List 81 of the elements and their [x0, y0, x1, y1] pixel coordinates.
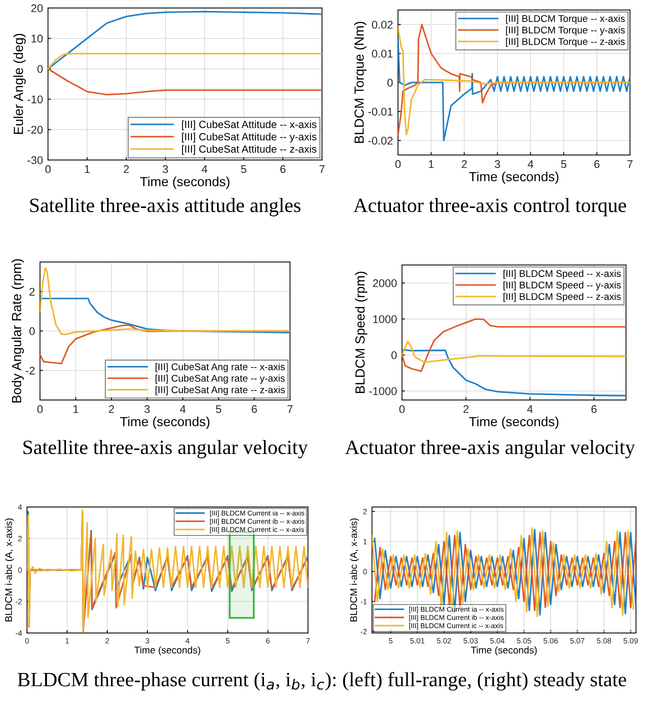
legend-label: [III] BLDCM Speed -- z-axis — [504, 292, 621, 302]
line-series — [48, 68, 322, 96]
y-tick-label: 0 — [391, 351, 397, 360]
x-tick-label: 5 — [561, 160, 566, 168]
x-tick-label: 2 — [462, 160, 467, 168]
line-series — [402, 348, 626, 396]
x-axis-title: Time (seconds) — [134, 646, 200, 656]
line-series — [40, 267, 290, 336]
y-tick-label: 0.01 — [372, 50, 393, 58]
x-tick-label: 0 — [45, 165, 51, 174]
x-tick-label: 4 — [180, 405, 186, 413]
y-tick-label: -2 — [26, 366, 35, 374]
text: BLDCM three-phase current (i$_{a}$, i$_{b}$, i$_{c}$): (left) full-range, (right) steady state — [18, 672, 626, 691]
y-tick-label: -20 — [28, 126, 43, 134]
y-axis-title: Euler Angle (deg) — [13, 34, 26, 134]
text: Satellite three-axis angular velocity — [23, 440, 308, 458]
legend-label: [III] BLDCM Torque -- y-axis — [506, 26, 625, 36]
legend-label: [III] CubeSat Attitude -- z-axis — [182, 145, 316, 155]
line-series — [48, 10, 322, 70]
x-tick-label: 6 — [252, 405, 257, 414]
line-series — [48, 52, 322, 70]
y-tick-label: -1000 — [369, 387, 397, 396]
y-axis-title: BLDCM i-abc (A, x-axis) — [4, 518, 14, 622]
x-tick-label: 5 — [241, 165, 246, 174]
text: Actuator three-axis angular velocity — [345, 440, 636, 458]
legend-label: [III] BLDCM Torque -- x-axis — [506, 14, 625, 24]
y-axis-title: BLDCM Speed (rpm) — [355, 272, 368, 394]
x-tick-label: 5 — [216, 405, 222, 414]
x-tick-label: 6 — [280, 165, 286, 174]
legend-label: [III] BLDCM Speed -- x-axis — [504, 270, 621, 279]
x-tick-label: 7 — [627, 160, 633, 168]
x-tick-label: 1 — [73, 405, 78, 413]
legend-label: [III] CubeSat Ang rate -- y-axis — [156, 374, 285, 384]
y-tick-label: -0.01 — [368, 108, 393, 116]
y-tick-label: 10 — [32, 34, 43, 43]
y-tick-label: 0.02 — [372, 20, 393, 29]
x-axis-title: Time (seconds) — [120, 416, 210, 429]
legend-label: [III] BLDCM Torque -- z-axis — [506, 38, 625, 47]
x-tick-label: 2 — [108, 405, 114, 413]
y-tick-label: 0 — [387, 78, 393, 87]
y-axis-title: Body Angular Rate (rpm) — [12, 259, 24, 403]
x-tick-label: 2 — [124, 165, 129, 173]
y-tick-label: -30 — [28, 156, 43, 164]
x-tick-label: 1 — [428, 160, 434, 168]
y-tick-label: 1000 — [373, 315, 397, 324]
x-tick-label: 7 — [319, 165, 325, 173]
legend-label: [III] CubeSat Attitude -- x-axis — [182, 120, 316, 130]
x-tick-label: 4 — [528, 160, 534, 168]
x-tick-label: 3 — [144, 405, 150, 414]
x-tick-label: 4 — [202, 165, 208, 173]
x-axis-title: Time (seconds) — [469, 416, 558, 429]
y-tick-label: 0 — [29, 327, 35, 336]
x-tick-label: 0 — [399, 405, 405, 414]
legend-label: [III] CubeSat Ang rate -- x-axis — [156, 363, 285, 372]
x-tick-label: 1 — [84, 165, 90, 173]
x-tick-label: 7 — [287, 405, 293, 413]
line-series — [398, 38, 630, 142]
text: Satellite three-axis attitude angles — [30, 198, 300, 216]
y-tick-label: 2000 — [372, 279, 397, 288]
x-tick-label: 6 — [594, 160, 600, 168]
y-tick-label: -0.02 — [368, 136, 393, 145]
text: Actuator three-axis control torque — [353, 198, 626, 216]
line-series — [402, 340, 626, 363]
legend-label: [III] CubeSat Attitude -- y-axis — [182, 132, 316, 142]
x-axis-title: Time (seconds) — [140, 176, 230, 189]
y-tick-label: 20 — [31, 4, 43, 12]
x-tick-label: 2 — [463, 405, 469, 413]
x-tick-label: 3 — [162, 165, 168, 174]
legend-label: [III] CubeSat Ang rate -- z-axis — [156, 386, 285, 396]
y-axis-title: BLDCM i-abc (A, x-axis) — [350, 518, 359, 622]
y-tick-label: 2 — [30, 288, 35, 296]
y-tick-label: 0 — [37, 65, 43, 73]
x-tick-label: 6 — [591, 405, 597, 414]
x-axis-title: Time (seconds) — [470, 646, 537, 656]
x-tick-label: 4 — [527, 405, 533, 413]
y-axis-title: BLDCM Torque (Nm) — [354, 22, 366, 143]
legend-label: [III] BLDCM Speed -- y-axis — [504, 281, 621, 290]
y-tick-label: -10 — [28, 95, 43, 104]
x-axis-title: Time (seconds) — [469, 172, 558, 184]
x-tick-label: 3 — [494, 160, 500, 168]
line-series — [402, 318, 626, 372]
